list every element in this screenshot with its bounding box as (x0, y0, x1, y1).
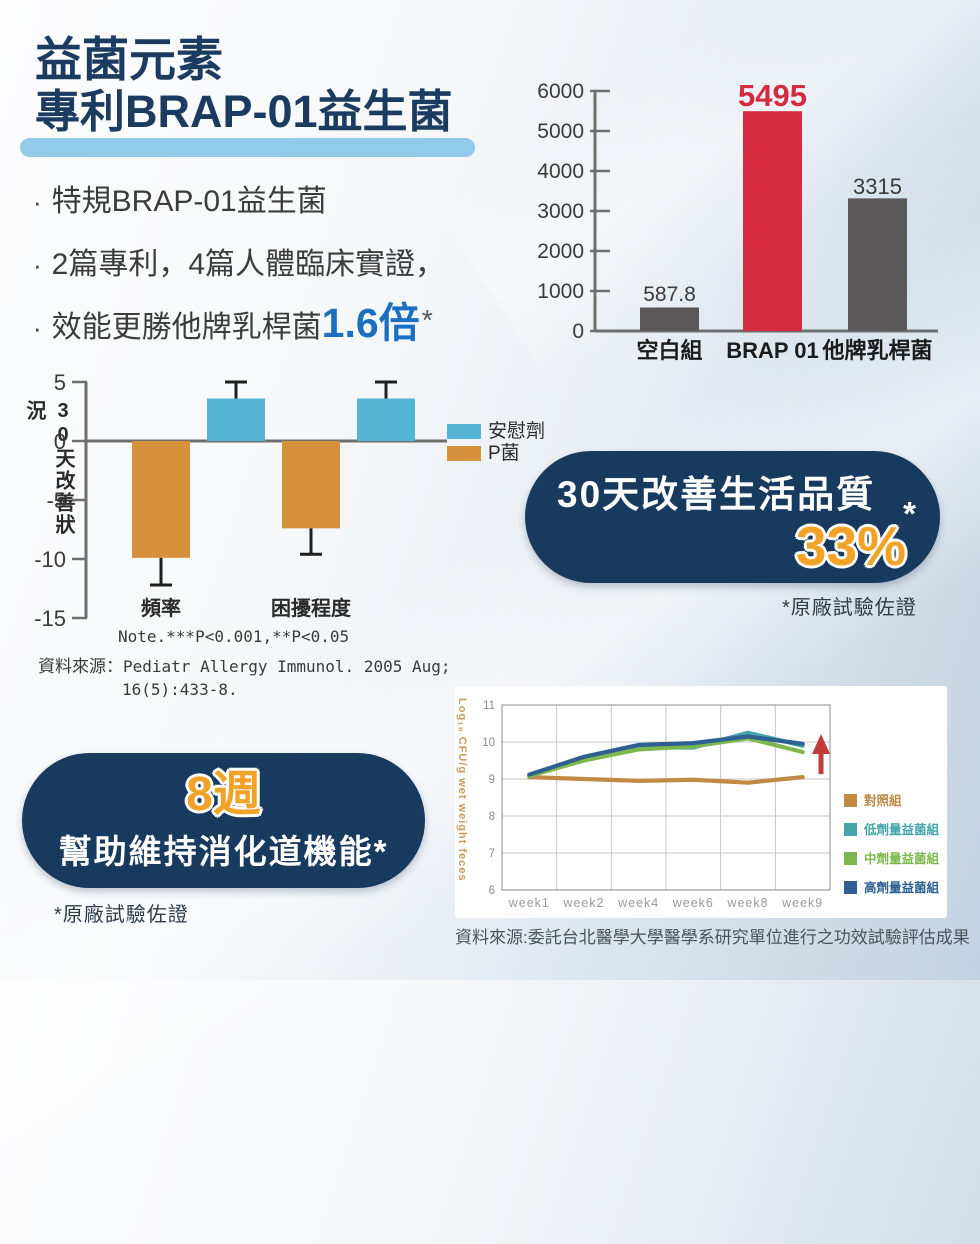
title-line1: 益菌元素 (35, 33, 223, 86)
title-line2: 專利BRAP-01益生菌 (35, 85, 453, 137)
svg-text:-5: -5 (46, 488, 66, 513)
svg-text:9: 9 (489, 774, 495, 786)
svg-text:week2: week2 (562, 896, 604, 910)
svg-text:3000: 3000 (537, 200, 584, 223)
svg-text:5: 5 (54, 370, 66, 395)
bullet-dot: · (33, 313, 42, 343)
ratio-highlight: 1.6倍 (321, 300, 420, 346)
quality-badge: 30天改善生活品質 * 33% (525, 451, 940, 583)
svg-text:4000: 4000 (537, 160, 584, 183)
svg-text:6: 6 (489, 885, 495, 897)
svg-text:week4: week4 (617, 896, 659, 910)
cfu-line-chart: 11 10 9 8 7 6 week1 week2 week4 week6 week8 week9 對照… (455, 686, 947, 918)
bullet-text: 特規BRAP-01益生菌 (51, 185, 327, 218)
svg-text:頻率: 頻率 (141, 596, 181, 620)
svg-text:5495: 5495 (738, 78, 807, 113)
chartB-y-axis-label: 30天改善狀況 (23, 400, 74, 536)
svg-text:week9: week9 (781, 896, 823, 910)
svg-text:P菌: P菌 (488, 442, 520, 464)
svg-text:week1: week1 (508, 896, 550, 910)
svg-text:10: 10 (482, 737, 495, 749)
feature-bullet-list: · 特規BRAP-01益生菌 · 2篇專利，4篇人體臨床實證， · 效能更勝他牌… (33, 176, 538, 365)
svg-text:中劑量益菌組: 中劑量益菌組 (864, 851, 940, 866)
title-underline (20, 138, 475, 157)
svg-text:11: 11 (483, 700, 495, 712)
source-citation: Pediatr Allergy Immunol. 2005 Aug; (123, 657, 451, 676)
bullet-text: 效能更勝他牌乳桿菌1.6倍* (52, 302, 433, 346)
svg-text:空白組: 空白組 (636, 338, 702, 363)
svg-text:安慰劑: 安慰劑 (488, 420, 545, 442)
asterisk: * (421, 305, 433, 337)
svg-text:8: 8 (489, 811, 495, 823)
svg-text:對照組: 對照組 (864, 793, 902, 808)
svg-text:7: 7 (489, 848, 495, 860)
svg-text:2000: 2000 (537, 240, 584, 263)
duration-footnote: *原廠試驗佐證 (54, 904, 189, 926)
duration-badge-title: 幫助維持消化道機能* (58, 832, 389, 870)
svg-text:高劑量益菌組: 高劑量益菌組 (864, 880, 940, 895)
source-label: 資料來源： (38, 657, 123, 676)
svg-text:困擾程度: 困擾程度 (271, 596, 352, 620)
bullet-dot: · (33, 187, 42, 217)
chartB-note: Note.***P<0.001,**P<0.05 (118, 627, 350, 646)
svg-text:0: 0 (54, 429, 66, 454)
bullet-item: · 特規BRAP-01益生菌 (33, 176, 538, 220)
svg-text:week8: week8 (726, 896, 768, 910)
chartC-source: 資料來源:委託台北醫學大學醫學系研究單位進行之功效試驗評估成果 (455, 928, 970, 947)
bullet-text: 2篇專利，4篇人體臨床實證， (51, 248, 446, 281)
quality-footnote: *原廠試驗佐證 (782, 597, 917, 619)
svg-text:3315: 3315 (853, 174, 902, 199)
source-line1: 資料來源：Pediatr Allergy Immunol. 2005 Aug; (38, 652, 451, 677)
svg-text:587.8: 587.8 (643, 283, 696, 306)
chartB-source: 資料來源：Pediatr Allergy Immunol. 2005 Aug; … (38, 652, 451, 699)
brap-comparison-bar-chart: 0 1000 2000 3000 4000 5000 6000 587.8 空白組 5495 BRA… (537, 78, 938, 363)
page-title: 益菌元素 專利BRAP-01益生菌 (35, 33, 453, 137)
bullet-item: · 2篇專利，4篇人體臨床實證， (33, 239, 538, 283)
svg-text:5000: 5000 (537, 120, 584, 143)
bullet-text-prefix: 效能更勝他牌乳桿菌 (51, 311, 322, 344)
svg-text:低劑量益菌組: 低劑量益菌組 (863, 822, 940, 837)
bullet-item: · 效能更勝他牌乳桿菌1.6倍* (33, 302, 538, 346)
chartC-y-axis-label: Log₁₀ CFU/g wet weight feces (456, 698, 468, 882)
duration-badge: 8週 幫助維持消化道機能* (22, 753, 425, 888)
quality-badge-asterisk: * (903, 495, 916, 532)
source-line2: 16(5):433-8. (122, 680, 238, 699)
svg-text:week6: week6 (672, 896, 714, 910)
svg-text:BRAP 01: BRAP 01 (726, 338, 819, 363)
svg-text:6000: 6000 (537, 80, 584, 103)
quality-badge-value: 33% (795, 515, 906, 577)
svg-text:0: 0 (572, 320, 584, 343)
bullet-dot: · (33, 250, 42, 280)
svg-text:-10: -10 (34, 547, 66, 572)
duration-badge-value: 8週 (186, 768, 261, 822)
svg-text:他牌乳桿菌: 他牌乳桿菌 (821, 338, 932, 363)
quality-badge-title: 30天改善生活品質 (557, 474, 876, 515)
svg-text:1000: 1000 (537, 280, 584, 303)
svg-text:-15: -15 (34, 606, 66, 631)
